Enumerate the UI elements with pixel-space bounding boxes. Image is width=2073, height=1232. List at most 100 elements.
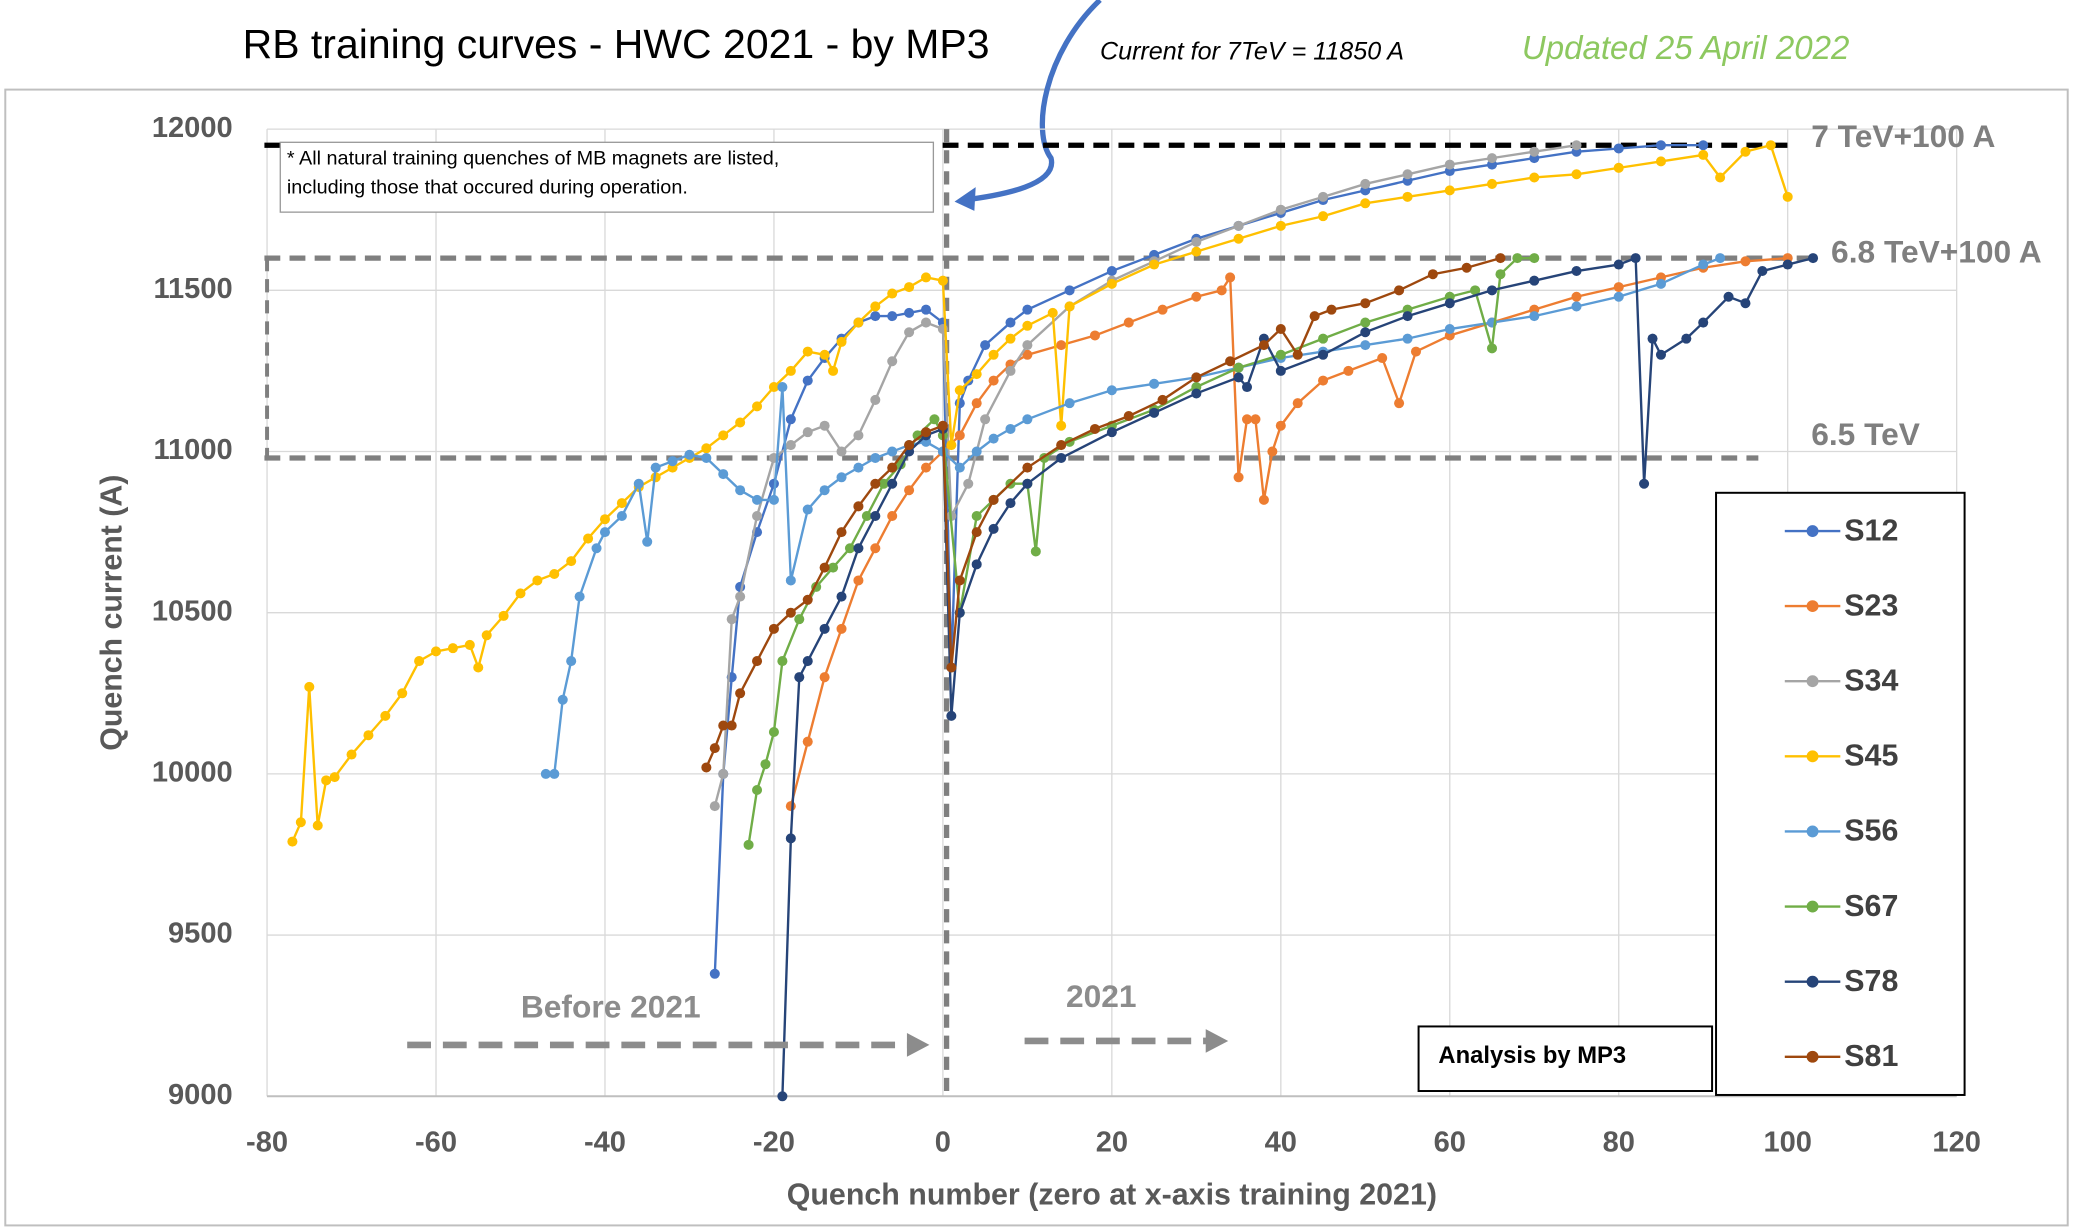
chart: RB training curves - HWC 2021 - by MP3 C… [0,0,2073,1232]
data-point [431,646,441,656]
data-point [1318,334,1328,344]
data-point [989,350,999,360]
data-point [1056,453,1066,463]
data-point [921,427,931,437]
data-point [1022,414,1032,424]
data-point [1022,463,1032,473]
data-point [617,498,627,508]
data-point [1326,305,1336,315]
y-tick-label: 9500 [168,918,233,950]
data-point [972,369,982,379]
chart-title: RB training curves - HWC 2021 - by MP3 [243,21,990,67]
data-point [1766,140,1776,150]
reference-label: 6.8 TeV+100 A [1831,234,2042,270]
data-point [1462,263,1472,273]
data-point [752,495,762,505]
data-point [820,563,830,573]
data-point [296,817,306,827]
data-point [887,447,897,457]
data-point [1022,321,1032,331]
data-point [1234,221,1244,231]
data-point [1571,169,1581,179]
data-point [1740,298,1750,308]
data-point [989,376,999,386]
data-point [600,527,610,537]
data-point [397,688,407,698]
data-point [1318,211,1328,221]
data-point [1343,366,1353,376]
data-point [972,527,982,537]
data-point [794,614,804,624]
y-tick-label: 11000 [153,434,232,466]
x-tick-label: 120 [1932,1126,1981,1158]
data-point [1056,440,1066,450]
data-point [853,501,863,511]
data-point [1318,350,1328,360]
data-point [735,592,745,602]
data-point [1411,347,1421,357]
data-point [887,511,897,521]
data-point [701,762,711,772]
data-point [904,485,914,495]
data-point [752,785,762,795]
data-point [1022,340,1032,350]
legend-label: S81 [1844,1040,1898,1073]
data-point [1783,260,1793,270]
data-point [651,463,661,473]
update-note: Updated 25 April 2022 [1522,29,1850,66]
data-point [1124,318,1134,328]
data-point [1225,272,1235,282]
data-point [1445,185,1455,195]
data-point [583,534,593,544]
data-point [786,366,796,376]
note-line: including those that occured during oper… [287,177,688,199]
data-point [989,524,999,534]
data-point [972,511,982,521]
legend-label: S45 [1844,740,1898,773]
y-tick-label: 12000 [152,112,233,144]
data-point [1724,292,1734,302]
data-point [718,469,728,479]
data-point [1293,350,1303,360]
data-point [955,385,965,395]
data-point [786,575,796,585]
data-point [820,350,830,360]
data-point [752,656,762,666]
data-point [735,688,745,698]
data-point [701,453,711,463]
y-tick-label: 10500 [152,595,233,627]
data-point [1698,318,1708,328]
data-point [1445,324,1455,334]
data-point [1631,253,1641,263]
data-point [1740,256,1750,266]
data-point [1276,421,1286,431]
data-point [870,453,880,463]
data-point [1191,237,1201,247]
reference-label: 6.5 TeV [1811,416,1920,452]
data-point [836,337,846,347]
data-point [853,543,863,553]
data-point [1158,395,1168,405]
data-point [1005,366,1015,376]
data-point [1293,398,1303,408]
x-tick-label: 100 [1763,1126,1812,1158]
data-point [870,395,880,405]
data-point [684,450,694,460]
data-point [330,772,340,782]
y-tick-label: 11500 [153,273,232,305]
data-point [313,820,323,830]
data-point [727,721,737,731]
data-point [1065,285,1075,295]
data-point [752,401,762,411]
data-point [1107,427,1117,437]
x-axis-title: Quench number (zero at x-axis training 2… [787,1178,1437,1211]
data-point [1403,169,1413,179]
data-point [820,624,830,634]
x-tick-label: 40 [1265,1126,1297,1158]
x-tick-label: 60 [1434,1126,1466,1158]
data-point [786,440,796,450]
data-point [921,272,931,282]
data-point [1394,285,1404,295]
data-point [735,485,745,495]
y-axis-title: Quench current (A) [96,475,129,751]
